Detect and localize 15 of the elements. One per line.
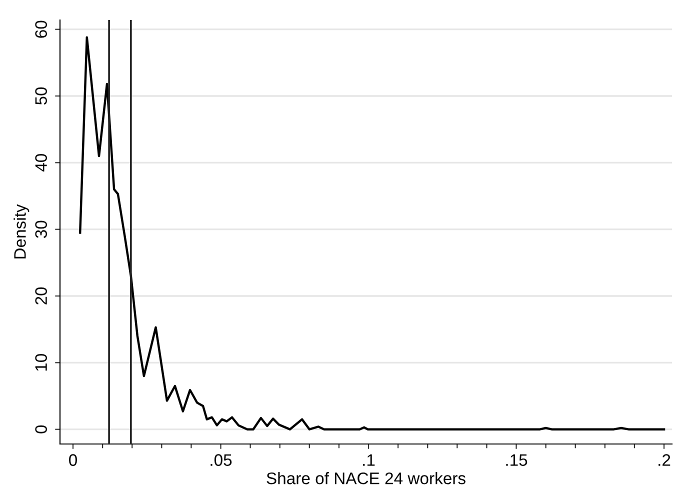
y-tick-label: 60 [35,20,47,38]
y-axis-title: Density [14,204,30,258]
line-series [78,36,666,430]
x-tick-label: .1 [363,454,375,466]
x-tick-label: .2 [658,454,670,466]
y-tick-label: 50 [35,87,47,105]
y-tick-label: 20 [35,287,47,304]
y-tick-label: 0 [35,425,47,434]
x-tick-label: 0 [69,454,77,466]
y-tick-label: 30 [35,220,47,238]
x-tick-label: .15 [506,454,528,466]
x-tick-label: .05 [210,454,232,466]
y-tick-label: 10 [35,354,47,371]
y-tick-label: 40 [35,154,47,172]
x-axis-title: Share of NACE 24 workers [266,472,466,484]
